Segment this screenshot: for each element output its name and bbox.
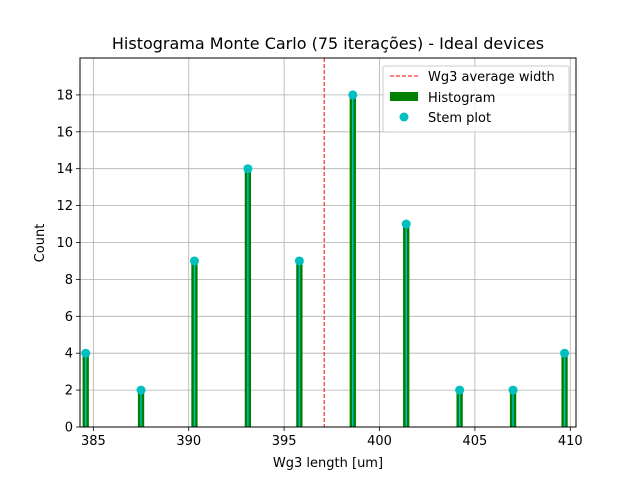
y-tick-label: 10 bbox=[56, 236, 73, 251]
stem-marker bbox=[560, 348, 570, 358]
legend-histogram-swatch bbox=[390, 92, 418, 101]
x-tick-label: 400 bbox=[367, 434, 392, 449]
stem-marker bbox=[136, 385, 146, 395]
stem-marker bbox=[401, 219, 411, 229]
x-axis-label: Wg3 length [um] bbox=[273, 456, 383, 471]
y-axis-label: Count bbox=[33, 224, 48, 263]
stem-marker bbox=[455, 385, 465, 395]
x-tick-label: 395 bbox=[272, 434, 297, 449]
y-tick-label: 6 bbox=[65, 310, 73, 325]
stem-plot bbox=[81, 90, 570, 427]
legend: Wg3 average width Histogram Stem plot bbox=[382, 65, 570, 133]
y-tick-label: 2 bbox=[65, 384, 73, 399]
stem-marker bbox=[508, 385, 518, 395]
y-axis-ticks: 0 2 4 6 8 10 12 14 16 18 bbox=[56, 88, 80, 436]
y-tick-label: 4 bbox=[65, 347, 73, 362]
chart-title: Histograma Monte Carlo (75 iterações) - … bbox=[112, 34, 544, 53]
x-tick-label: 385 bbox=[81, 434, 106, 449]
y-tick-label: 16 bbox=[56, 125, 73, 140]
y-tick-label: 18 bbox=[56, 88, 73, 103]
y-tick-label: 0 bbox=[65, 421, 73, 436]
stem-marker bbox=[348, 90, 358, 100]
x-tick-label: 405 bbox=[462, 434, 487, 449]
x-tick-label: 390 bbox=[176, 434, 201, 449]
legend-label-average: Wg3 average width bbox=[428, 70, 555, 85]
x-tick-label: 410 bbox=[558, 434, 583, 449]
grid-lines bbox=[80, 58, 576, 428]
legend-label-stem: Stem plot bbox=[428, 111, 491, 126]
stem-marker bbox=[81, 348, 91, 358]
x-axis-ticks: 385 390 395 400 405 410 bbox=[81, 427, 583, 449]
legend-stem-swatch bbox=[399, 112, 409, 122]
legend-box bbox=[382, 65, 570, 133]
y-tick-label: 8 bbox=[65, 273, 73, 288]
stem-marker bbox=[294, 256, 304, 266]
y-tick-label: 12 bbox=[56, 199, 73, 214]
y-tick-label: 14 bbox=[56, 162, 73, 177]
stem-marker bbox=[243, 164, 253, 174]
legend-label-histogram: Histogram bbox=[428, 91, 495, 106]
stem-marker bbox=[189, 256, 199, 266]
